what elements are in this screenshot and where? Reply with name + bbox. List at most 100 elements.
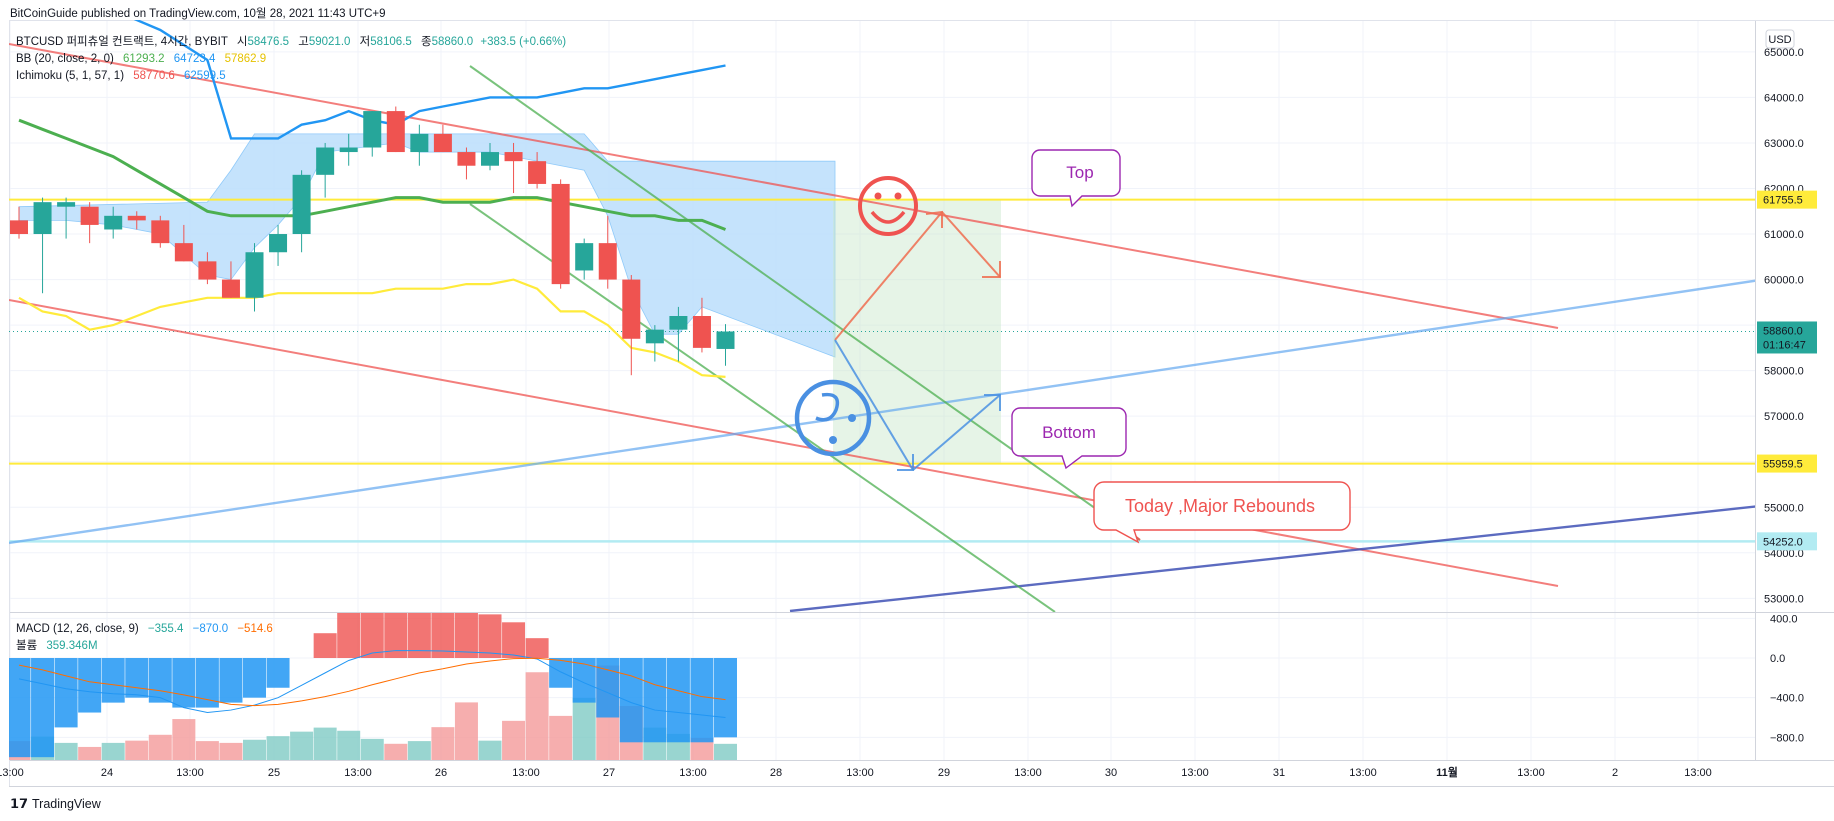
- time-tick: 13:00: [1517, 767, 1545, 779]
- macd-hist-bar: [219, 658, 243, 703]
- price-tick: 61000.0: [1764, 229, 1804, 241]
- macd-hist-bar: [643, 658, 667, 743]
- confused-face-icon: [794, 379, 872, 457]
- candle-body: [528, 161, 547, 184]
- price-tick: 58000.0: [1764, 366, 1804, 378]
- volume-bar: [219, 742, 243, 760]
- svg-text:55959.5: 55959.5: [1763, 459, 1803, 471]
- high-value: 59021.0: [309, 36, 351, 48]
- arrow-up-to-mid[interactable]: [912, 394, 1001, 471]
- candle-body: [433, 133, 452, 153]
- candle: [622, 275, 641, 376]
- macd-axis[interactable]: 400.0 0.0 −400.0 −800.0: [1770, 613, 1804, 744]
- time-tick: 13:00: [846, 767, 874, 779]
- candle: [174, 224, 193, 262]
- macd-hist-bar: [384, 613, 408, 658]
- volume-bar: [572, 697, 596, 760]
- blue-trend[interactable]: [9, 279, 1760, 545]
- macd-hist-bar: [572, 658, 596, 703]
- arrow-down-to-bottom[interactable]: [834, 339, 914, 471]
- macd-hist-bar: [714, 658, 737, 738]
- svg-text:54252.0: 54252.0: [1763, 536, 1803, 548]
- callout-rebound[interactable]: Today ,Major Rebounds: [1093, 481, 1351, 544]
- volume-bar: [148, 734, 172, 760]
- candle-body: [669, 316, 688, 330]
- arrow-up2-head[interactable]: [984, 394, 1001, 411]
- volume-bar: [407, 741, 431, 760]
- time-axis[interactable]: 13:00 24 13:00 25 13:00 26 13:00 27 13:00 28 13:00…: [0, 765, 1712, 779]
- volume-bar: [101, 742, 125, 760]
- macd-hist-bar: [78, 658, 102, 713]
- red-trend-lower[interactable]: [9, 299, 1559, 587]
- publisher-line: BitCoinGuide published on TradingView.co…: [10, 7, 386, 20]
- callout-top[interactable]: Top: [1031, 149, 1121, 208]
- candle: [598, 215, 617, 289]
- macd-hist-bar: [454, 613, 478, 658]
- bb-lower-line: [18, 278, 726, 378]
- bb-upper-line: [133, 20, 726, 140]
- arrow-down-from-top[interactable]: [941, 211, 1001, 278]
- close-value: 58860.0: [432, 36, 474, 48]
- time-tick: 30: [1105, 767, 1117, 779]
- candle: [10, 206, 28, 239]
- candle: [33, 197, 52, 294]
- candle-body: [292, 174, 311, 235]
- macd-hist-bar: [125, 658, 149, 698]
- price-tick: 53000.0: [1764, 593, 1804, 605]
- macd-hist-value: −355.4: [148, 623, 184, 635]
- svg-text:58860.0: 58860.0: [1763, 325, 1803, 337]
- projection-arrows: [834, 210, 1141, 541]
- time-tick: 24: [101, 767, 113, 779]
- macd-hist-bar: [31, 658, 55, 758]
- candle: [269, 224, 288, 266]
- tradingview-logo[interactable]: 𝟭𝟳 TradingView: [10, 796, 102, 811]
- macd-hist-bar: [407, 613, 431, 658]
- candle-body: [622, 279, 641, 339]
- green-channel-1[interactable]: [469, 65, 1141, 541]
- last-price-badge: 58860.0 01:16:47: [1757, 321, 1817, 354]
- candle: [80, 202, 99, 244]
- candle: [504, 142, 523, 194]
- open-value: 58476.5: [247, 36, 289, 48]
- macd-hist-bar: [9, 658, 31, 758]
- arrow-down-head[interactable]: [982, 261, 1001, 278]
- macd-hist-bar: [596, 658, 620, 718]
- price-tick: 65000.0: [1764, 47, 1804, 59]
- macd-legend: MACD (12, 26, close, 9) −355.4 −870.0 −5…: [16, 623, 273, 652]
- volume-bar: [78, 746, 102, 760]
- bb-upper-value: 64723.4: [174, 53, 216, 65]
- price-axis[interactable]: USD65000.064000.063000.062000.061000.060…: [1757, 29, 1817, 605]
- currency-label: USD: [1768, 34, 1791, 46]
- macd-hist-bar: [360, 613, 384, 658]
- candle-body: [221, 279, 240, 298]
- volume-bar: [525, 672, 549, 760]
- candle: [575, 238, 594, 280]
- macd-hist-bar: [148, 658, 172, 703]
- candle-body: [363, 111, 382, 148]
- frame: [9, 20, 1834, 787]
- volume-bar: [502, 720, 526, 760]
- volume-bar: [266, 736, 290, 760]
- red-trend-upper[interactable]: [9, 43, 1559, 329]
- volume-bar: [478, 740, 502, 760]
- time-tick: 27: [603, 767, 615, 779]
- candle-body: [33, 202, 52, 235]
- candle: [104, 206, 123, 239]
- callout-bottom[interactable]: Bottom: [1011, 407, 1127, 470]
- price-tick: 55000.0: [1764, 502, 1804, 514]
- time-tick: 13:00: [1684, 767, 1712, 779]
- macd-histogram: [9, 613, 737, 758]
- macd-tick: −800.0: [1770, 732, 1804, 744]
- candle: [386, 106, 405, 153]
- macd-hist-bar: [502, 622, 526, 658]
- macd-line: [18, 650, 726, 718]
- macd-hist-bar: [101, 658, 125, 703]
- change-value: +383.5 (+0.66%): [480, 36, 566, 48]
- symbol-label: BTCUSD 퍼피츄얼 컨트랙트, 4시간, BYBIT: [16, 34, 228, 48]
- currency-badge[interactable]: USD: [1765, 29, 1795, 49]
- candle: [57, 197, 76, 239]
- candle: [339, 133, 358, 166]
- arrow-up-to-top[interactable]: [834, 211, 943, 341]
- navy-trend[interactable]: [789, 505, 1760, 612]
